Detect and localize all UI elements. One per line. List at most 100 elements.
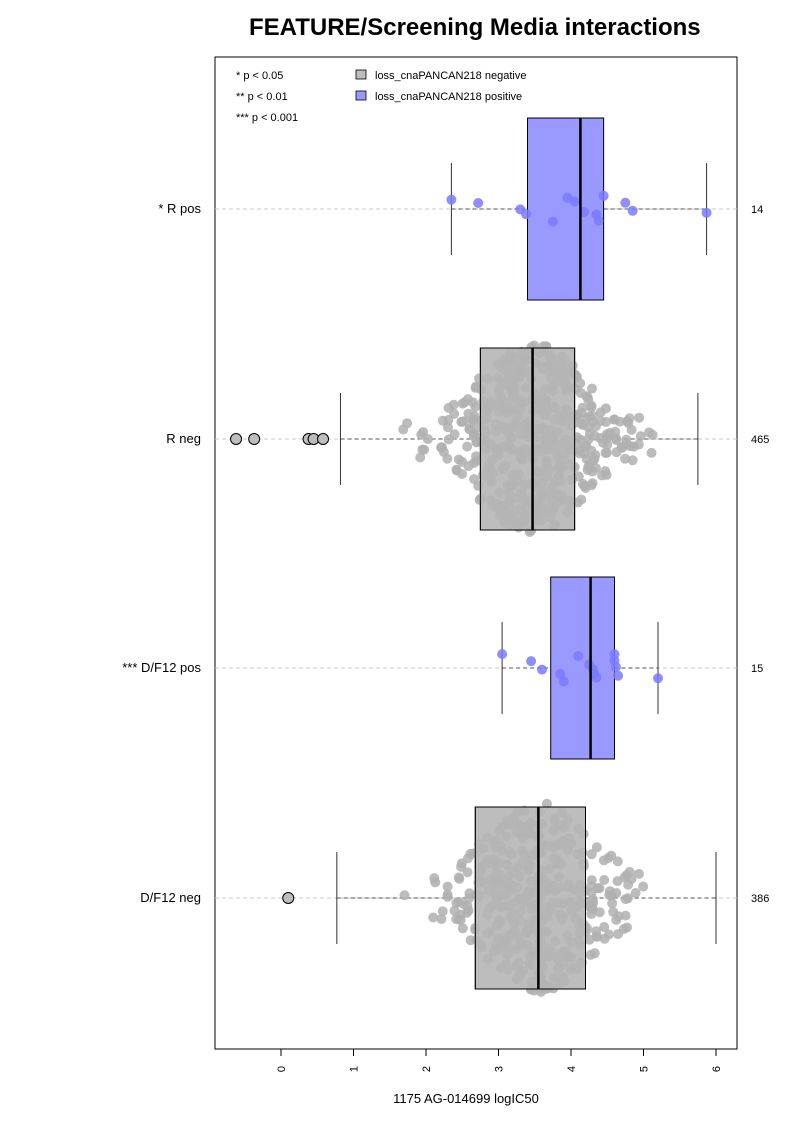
- data-point: [523, 865, 534, 876]
- data-point: [500, 511, 511, 522]
- data-point: [506, 404, 517, 415]
- data-point: [594, 907, 605, 918]
- data-point: [627, 205, 638, 216]
- data-point: [438, 447, 449, 458]
- group-label: D/F12 neg: [140, 890, 201, 905]
- data-point: [620, 910, 631, 921]
- data-point: [532, 515, 543, 526]
- data-point: [563, 950, 574, 961]
- data-point: [537, 915, 548, 926]
- data-point: [558, 676, 569, 687]
- data-point: [527, 976, 538, 987]
- data-point: [505, 912, 516, 923]
- data-point: [455, 914, 466, 925]
- data-point: [442, 881, 453, 892]
- x-tick-label: 0: [276, 1066, 288, 1072]
- data-point: [620, 453, 631, 464]
- group-count-label: 14: [751, 204, 763, 216]
- data-point: [541, 798, 552, 809]
- data-point: [562, 814, 573, 825]
- data-point: [537, 961, 548, 972]
- data-point: [503, 846, 514, 857]
- data-point: [591, 672, 602, 683]
- data-point: [487, 468, 498, 479]
- data-point: [461, 907, 472, 918]
- data-point: [474, 373, 485, 384]
- data-point: [508, 391, 519, 402]
- data-point: [553, 471, 564, 482]
- data-point: [584, 934, 595, 945]
- data-point: [467, 415, 478, 426]
- data-point: [578, 861, 589, 872]
- x-tick-label: 2: [421, 1066, 433, 1072]
- data-point: [517, 845, 528, 856]
- data-point: [453, 896, 464, 907]
- data-point: [635, 431, 646, 442]
- data-point: [497, 464, 508, 475]
- legend-series-label: loss_cnaPANCAN218 negative: [375, 70, 526, 82]
- data-point: [462, 867, 473, 878]
- data-point: [468, 428, 479, 439]
- data-point: [623, 879, 634, 890]
- data-point: [527, 920, 538, 931]
- legend-series-label: loss_cnaPANCAN218 positive: [375, 91, 522, 103]
- data-point: [525, 960, 536, 971]
- data-point: [490, 834, 501, 845]
- data-point: [486, 439, 497, 450]
- group-label: *** D/F12 pos: [122, 660, 201, 675]
- x-axis-label: 1175 AG-014699 logIC50: [393, 1091, 539, 1106]
- data-point: [483, 954, 494, 965]
- data-point: [545, 372, 556, 383]
- data-point: [633, 439, 644, 450]
- x-tick-label: 6: [711, 1066, 723, 1072]
- data-point: [576, 494, 587, 505]
- data-point: [620, 197, 631, 208]
- data-point: [469, 474, 480, 485]
- data-point: [537, 839, 548, 850]
- data-point: [483, 858, 494, 869]
- data-point: [515, 906, 526, 917]
- legend-significance: ** p < 0.01: [236, 91, 288, 103]
- data-point: [437, 415, 448, 426]
- data-point: [521, 355, 532, 366]
- data-point: [491, 426, 502, 437]
- data-point: [521, 209, 532, 220]
- data-point: [701, 207, 712, 218]
- data-point: [592, 883, 603, 894]
- data-point: [504, 502, 515, 513]
- data-point: [606, 850, 617, 861]
- data-point: [556, 806, 567, 817]
- data-point: [581, 453, 592, 464]
- data-point: [565, 896, 576, 907]
- data-point: [473, 198, 484, 209]
- data-point: [516, 488, 527, 499]
- data-point: [501, 831, 512, 842]
- data-point: [633, 868, 644, 879]
- data-point: [503, 819, 514, 830]
- data-point: [514, 871, 525, 882]
- data-point: [457, 456, 468, 467]
- data-point: [630, 887, 641, 898]
- data-point: [558, 449, 569, 460]
- group-label: R neg: [166, 431, 201, 446]
- data-point: [537, 865, 548, 876]
- data-point: [610, 662, 621, 673]
- data-point: [506, 445, 517, 456]
- data-point: [516, 452, 527, 463]
- data-point: [531, 423, 542, 434]
- data-point: [549, 813, 560, 824]
- data-point: [556, 439, 567, 450]
- data-point: [457, 923, 468, 934]
- data-point: [494, 406, 505, 417]
- data-point: [512, 806, 523, 817]
- data-point: [601, 429, 612, 440]
- data-point: [501, 425, 512, 436]
- data-point: [523, 940, 534, 951]
- data-point: [448, 399, 459, 410]
- data-point: [538, 941, 549, 952]
- legend-significance: *** p < 0.001: [236, 112, 298, 124]
- data-point: [587, 383, 598, 394]
- data-point: [573, 651, 584, 662]
- data-point: [519, 397, 530, 408]
- data-point: [547, 216, 558, 227]
